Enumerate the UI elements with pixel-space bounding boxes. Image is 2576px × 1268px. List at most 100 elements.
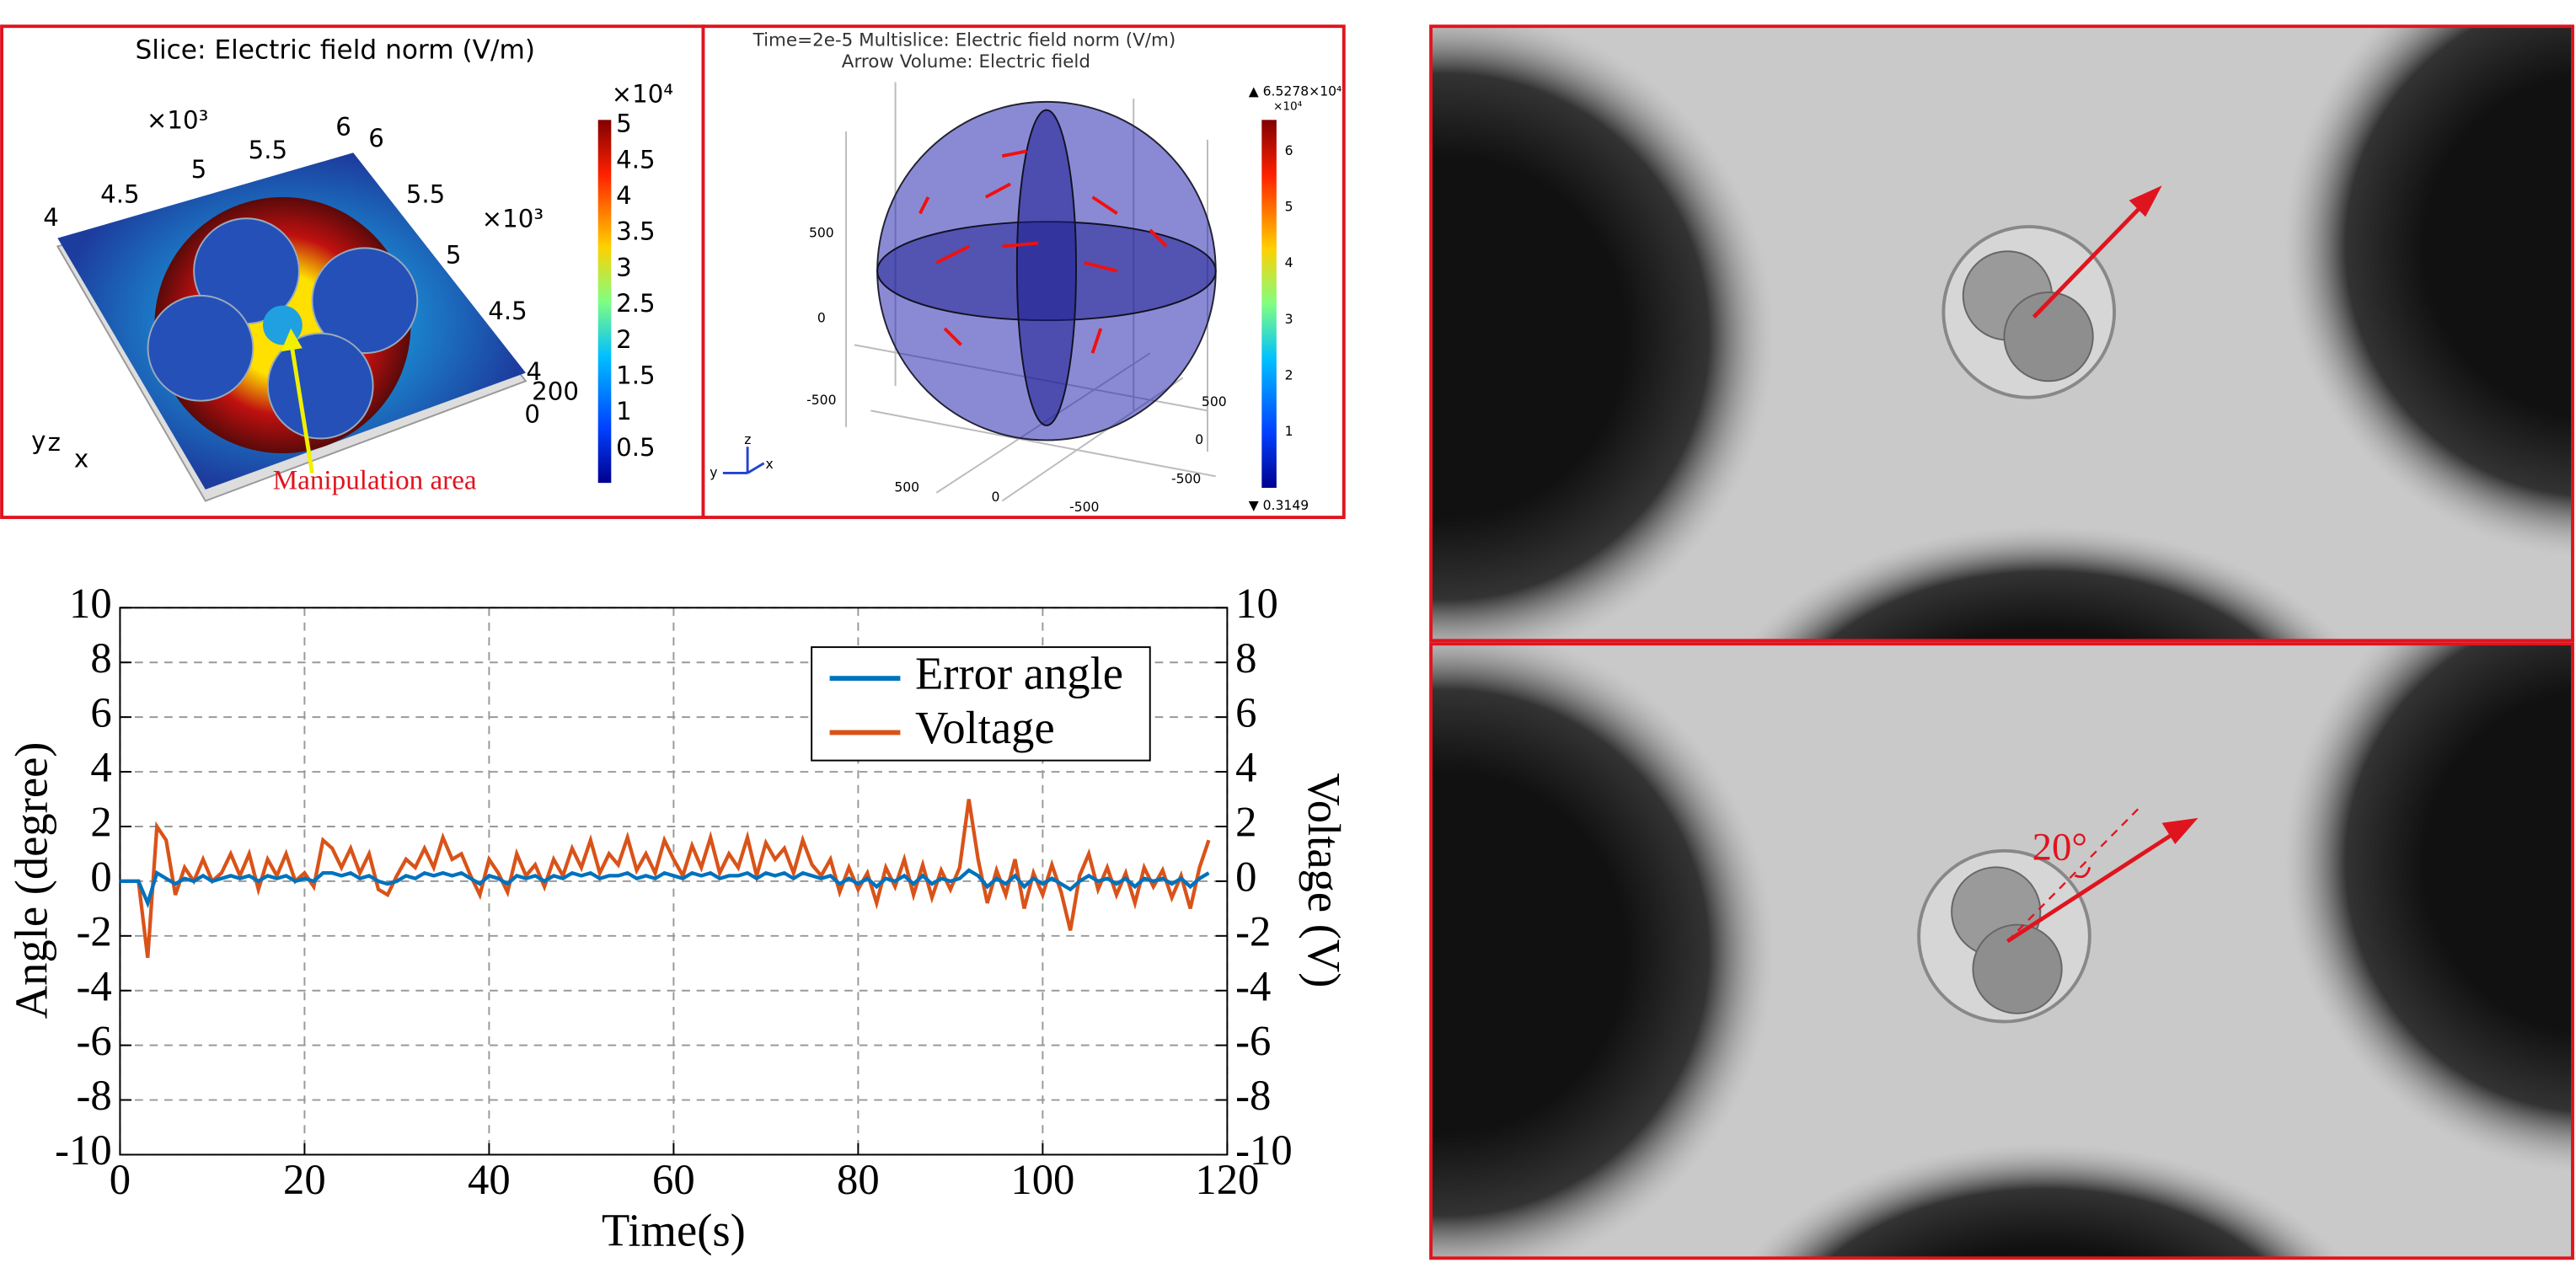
colorbar-labels: 5 4.5 4 3.5 3 2.5 2 1.5 1 0.5 [616, 110, 655, 462]
arrow-head [281, 328, 303, 352]
field-arrows [918, 149, 1168, 354]
colorbar-label: 4 [1285, 255, 1293, 270]
x-tick-label: 60 [652, 1156, 695, 1203]
photo-bottom [1431, 644, 2573, 1259]
colorbar-labels: 6 5 4 3 2 1 [1285, 143, 1293, 439]
axis-label: z [744, 432, 751, 447]
tick-label: -500 [806, 393, 836, 408]
x-tick-label: 120 [1195, 1156, 1259, 1203]
arrow [288, 340, 314, 473]
tick-label: 4 [526, 357, 542, 386]
tick-label: 0 [1195, 432, 1203, 447]
panel-title: Time=2e-5 Multislice: Electric field nor… [752, 30, 1176, 51]
colorbar-label: 2 [1285, 368, 1293, 383]
y-tick-label: -2 [76, 907, 111, 955]
y2-tick-label: 10 [1235, 580, 1278, 627]
y-tick-label: 4 [90, 744, 111, 791]
colorbar-label: 2.5 [616, 289, 655, 318]
axis-label: x [74, 444, 88, 473]
tick-label: 5 [191, 155, 207, 184]
tick-label: 0 [524, 400, 540, 429]
tick-label: 6 [335, 113, 351, 142]
y2-tick-label: -4 [1235, 962, 1271, 1009]
tick-label: 500 [809, 225, 834, 240]
y-tick-label: 10 [69, 580, 112, 627]
y-tick-label: 0 [90, 853, 111, 901]
tick-label: 4 [43, 203, 59, 232]
y-axis-label: Angle (degree) [6, 742, 57, 1019]
tick-label: -500 [1069, 500, 1099, 515]
series-line [120, 799, 1211, 959]
legend-box [811, 646, 1151, 762]
direction-arrow [2032, 201, 2147, 318]
photo-frame [1429, 24, 2574, 643]
photo-frame [1429, 642, 2574, 1260]
y-tick-label: -4 [76, 962, 111, 1009]
electrode [311, 247, 419, 355]
line-chart: Time(s) Angle (degree) Voltage (V) -10 -8… [6, 580, 1350, 1256]
colorbar-label: 3.5 [616, 217, 655, 246]
y-tick-label: -6 [76, 1017, 111, 1064]
series-line [120, 868, 1210, 909]
tick-label: 4.5 [488, 297, 527, 325]
y2-tick-label: -8 [1235, 1072, 1271, 1119]
multiplier: ×10⁴ [1273, 100, 1303, 114]
colorbar-label: 3 [616, 253, 632, 281]
y-tick-label: -10 [55, 1126, 112, 1174]
y2-tick-label: -2 [1235, 907, 1271, 955]
tick-label: 5.5 [406, 179, 446, 208]
y2-tick-label: 0 [1235, 853, 1256, 901]
electrode [147, 294, 254, 402]
tick-label: 0 [817, 311, 826, 326]
angle-arc [2074, 866, 2091, 879]
tick-label: 500 [1202, 394, 1227, 409]
legend-label: Error angle [915, 648, 1123, 699]
tick-label: 5 [446, 241, 462, 270]
colorbar-label: 4 [616, 181, 632, 210]
y2-axis-label: Voltage (V) [1299, 773, 1350, 987]
simulation-left: Slice: Electric field norm (V/m) ×10³ 4 … [0, 24, 705, 520]
photo-top [1431, 26, 2573, 641]
tick-label: 4.5 [100, 179, 140, 208]
y-tick-label: 8 [90, 634, 111, 682]
colorbar [1261, 120, 1277, 488]
legend-label: Voltage [915, 702, 1055, 753]
y2-tick-label: -10 [1235, 1126, 1293, 1174]
tick-label: 5.5 [249, 136, 288, 164]
tick-label: 200 [532, 377, 579, 405]
tick-label: 0 [992, 490, 1000, 505]
arrow-head [2129, 185, 2162, 217]
x-axis-label: Time(s) [602, 1205, 746, 1256]
y2-tick-label: 4 [1235, 744, 1256, 791]
colorbar-min: ▼ 0.3149 [1249, 498, 1309, 513]
y2-tick-label: 2 [1235, 799, 1256, 846]
y2-tick-label: 8 [1235, 634, 1256, 682]
colorbar [597, 120, 612, 484]
direction-arrow [2006, 827, 2182, 944]
colorbar-max: ▲ 6.5278×10⁴ [1249, 84, 1342, 99]
tick-label: -500 [1171, 472, 1201, 487]
panel-title: Slice: Electric field norm (V/m) [136, 35, 536, 65]
colorbar-label: 2 [616, 325, 632, 354]
colorbar-label: 1 [1285, 424, 1293, 439]
colorbar-label: 0.5 [616, 433, 655, 462]
x-tick-label: 100 [1010, 1156, 1074, 1203]
y2-tick-label: -6 [1235, 1017, 1271, 1064]
annotation: Manipulation area [273, 465, 477, 496]
y-tick-label: 2 [90, 799, 111, 846]
x-tick-label: 20 [283, 1156, 326, 1203]
angle-label: 20° [2032, 826, 2087, 869]
y2-tick-label: 6 [1235, 689, 1256, 736]
colorbar-label: 3 [1285, 312, 1293, 327]
colorbar-label: 4.5 [616, 145, 655, 174]
axis-label: x [766, 457, 774, 472]
axis-label: y [31, 426, 46, 455]
simulation-right: Time=2e-5 Multislice: Electric field nor… [701, 24, 1346, 520]
x-tick-label: 0 [110, 1156, 131, 1203]
y-tick-label: 6 [90, 689, 111, 736]
colorbar-label: 5 [616, 110, 632, 138]
axis-label: y [710, 465, 717, 480]
colorbar-label: 5 [1285, 200, 1293, 215]
multiplier: ×10³ [482, 205, 544, 233]
